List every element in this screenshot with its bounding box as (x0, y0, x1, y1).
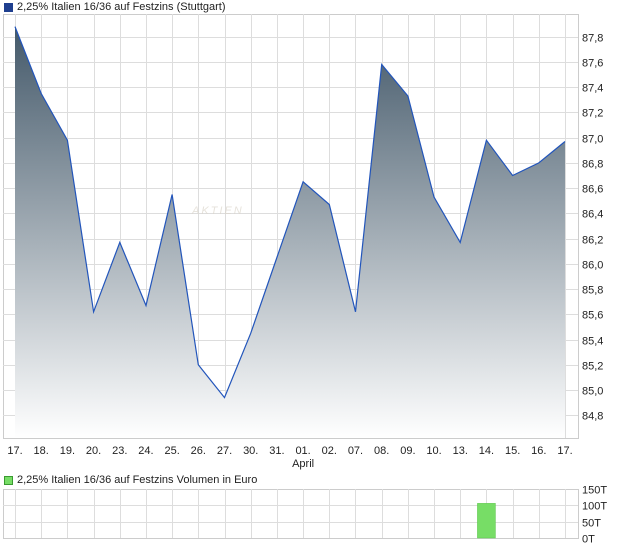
volume-y-tick-label: 150T (582, 485, 607, 497)
x-tick-label: 07. (348, 445, 363, 457)
price-y-tick-label: 87,8 (582, 33, 603, 45)
price-y-tick-label: 86,2 (582, 235, 603, 247)
price-y-tick-label: 86,8 (582, 159, 603, 171)
x-tick-label: 08. (374, 445, 389, 457)
volume-plot-frame (3, 489, 579, 539)
x-tick-label: 17. (557, 445, 572, 457)
x-tick-label: 09. (400, 445, 415, 457)
price-y-tick-label: 87,2 (582, 108, 603, 120)
price-line (14, 26, 566, 399)
price-y-tick-label: 86,0 (582, 260, 603, 272)
volume-legend-label: 2,25% Italien 16/36 auf Festzins Volumen… (17, 474, 258, 486)
price-y-tick-label: 87,4 (582, 83, 603, 95)
price-y-tick-label: 85,8 (582, 285, 603, 297)
x-tick-label: 01. (295, 445, 310, 457)
volume-y-tick-label: 0T (582, 534, 595, 546)
x-tick-label: 24. (138, 445, 153, 457)
price-legend: 2,25% Italien 16/36 auf Festzins (Stuttg… (4, 1, 226, 13)
x-tick-label: 14. (479, 445, 494, 457)
x-tick-label: 20. (86, 445, 101, 457)
price-plot-frame (3, 14, 579, 439)
x-tick-label: 31. (269, 445, 284, 457)
volume-y-tick-label: 50T (582, 518, 601, 530)
price-y-tick-label: 85,0 (582, 386, 603, 398)
watermark-text: AKTIEN (191, 205, 244, 217)
x-tick-label: 15. (505, 445, 520, 457)
price-y-tick-label: 85,2 (582, 361, 603, 373)
x-tick-label: 19. (60, 445, 75, 457)
x-tick-label: 18. (34, 445, 49, 457)
x-tick-label: 27. (217, 445, 232, 457)
x-tick-label: 30. (243, 445, 258, 457)
x-month-label: April (292, 458, 314, 470)
price-y-tick-label: 85,4 (582, 336, 603, 348)
volume-legend: 2,25% Italien 16/36 auf Festzins Volumen… (4, 474, 257, 486)
x-tick-label: 26. (191, 445, 206, 457)
x-tick-label: 13. (453, 445, 468, 457)
price-legend-swatch (4, 2, 13, 12)
x-tick-label: 16. (531, 445, 546, 457)
price-y-tick-label: 86,6 (582, 184, 603, 196)
x-tick-label: 17. (7, 445, 22, 457)
x-tick-label: 02. (322, 445, 337, 457)
price-y-tick-label: 87,0 (582, 134, 603, 146)
price-y-tick-label: 85,6 (582, 310, 603, 322)
volume-y-tick-label: 100T (582, 501, 607, 513)
volume-legend-swatch (4, 475, 13, 485)
price-y-tick-label: 87,6 (582, 58, 603, 70)
volume-bar (477, 503, 496, 539)
price-area (15, 26, 565, 438)
x-tick-label: 25. (164, 445, 179, 457)
x-tick-label: 10. (426, 445, 441, 457)
price-legend-label: 2,25% Italien 16/36 auf Festzins (Stuttg… (17, 1, 226, 13)
price-y-tick-label: 86,4 (582, 209, 603, 221)
price-y-tick-label: 84,8 (582, 411, 603, 423)
x-tick-label: 23. (112, 445, 127, 457)
